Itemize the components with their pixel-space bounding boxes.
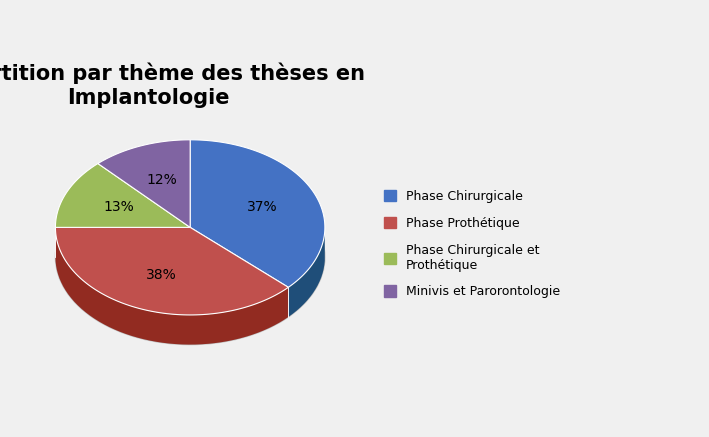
Text: 38%: 38% bbox=[146, 267, 177, 281]
Text: 37%: 37% bbox=[247, 200, 277, 214]
Title: Répartition par thème des thèses en
Implantologie: Répartition par thème des thèses en Impl… bbox=[0, 63, 364, 108]
Legend: Phase Chirurgicale, Phase Prothétique, Phase Chirurgicale et
Prothétique, Minivi: Phase Chirurgicale, Phase Prothétique, P… bbox=[379, 185, 565, 303]
Polygon shape bbox=[98, 140, 190, 227]
Ellipse shape bbox=[55, 170, 325, 345]
Text: 12%: 12% bbox=[146, 173, 177, 187]
Polygon shape bbox=[289, 231, 325, 317]
Polygon shape bbox=[55, 227, 289, 345]
Text: 13%: 13% bbox=[103, 200, 134, 214]
Polygon shape bbox=[55, 227, 289, 315]
Polygon shape bbox=[55, 163, 190, 227]
Polygon shape bbox=[190, 140, 325, 287]
